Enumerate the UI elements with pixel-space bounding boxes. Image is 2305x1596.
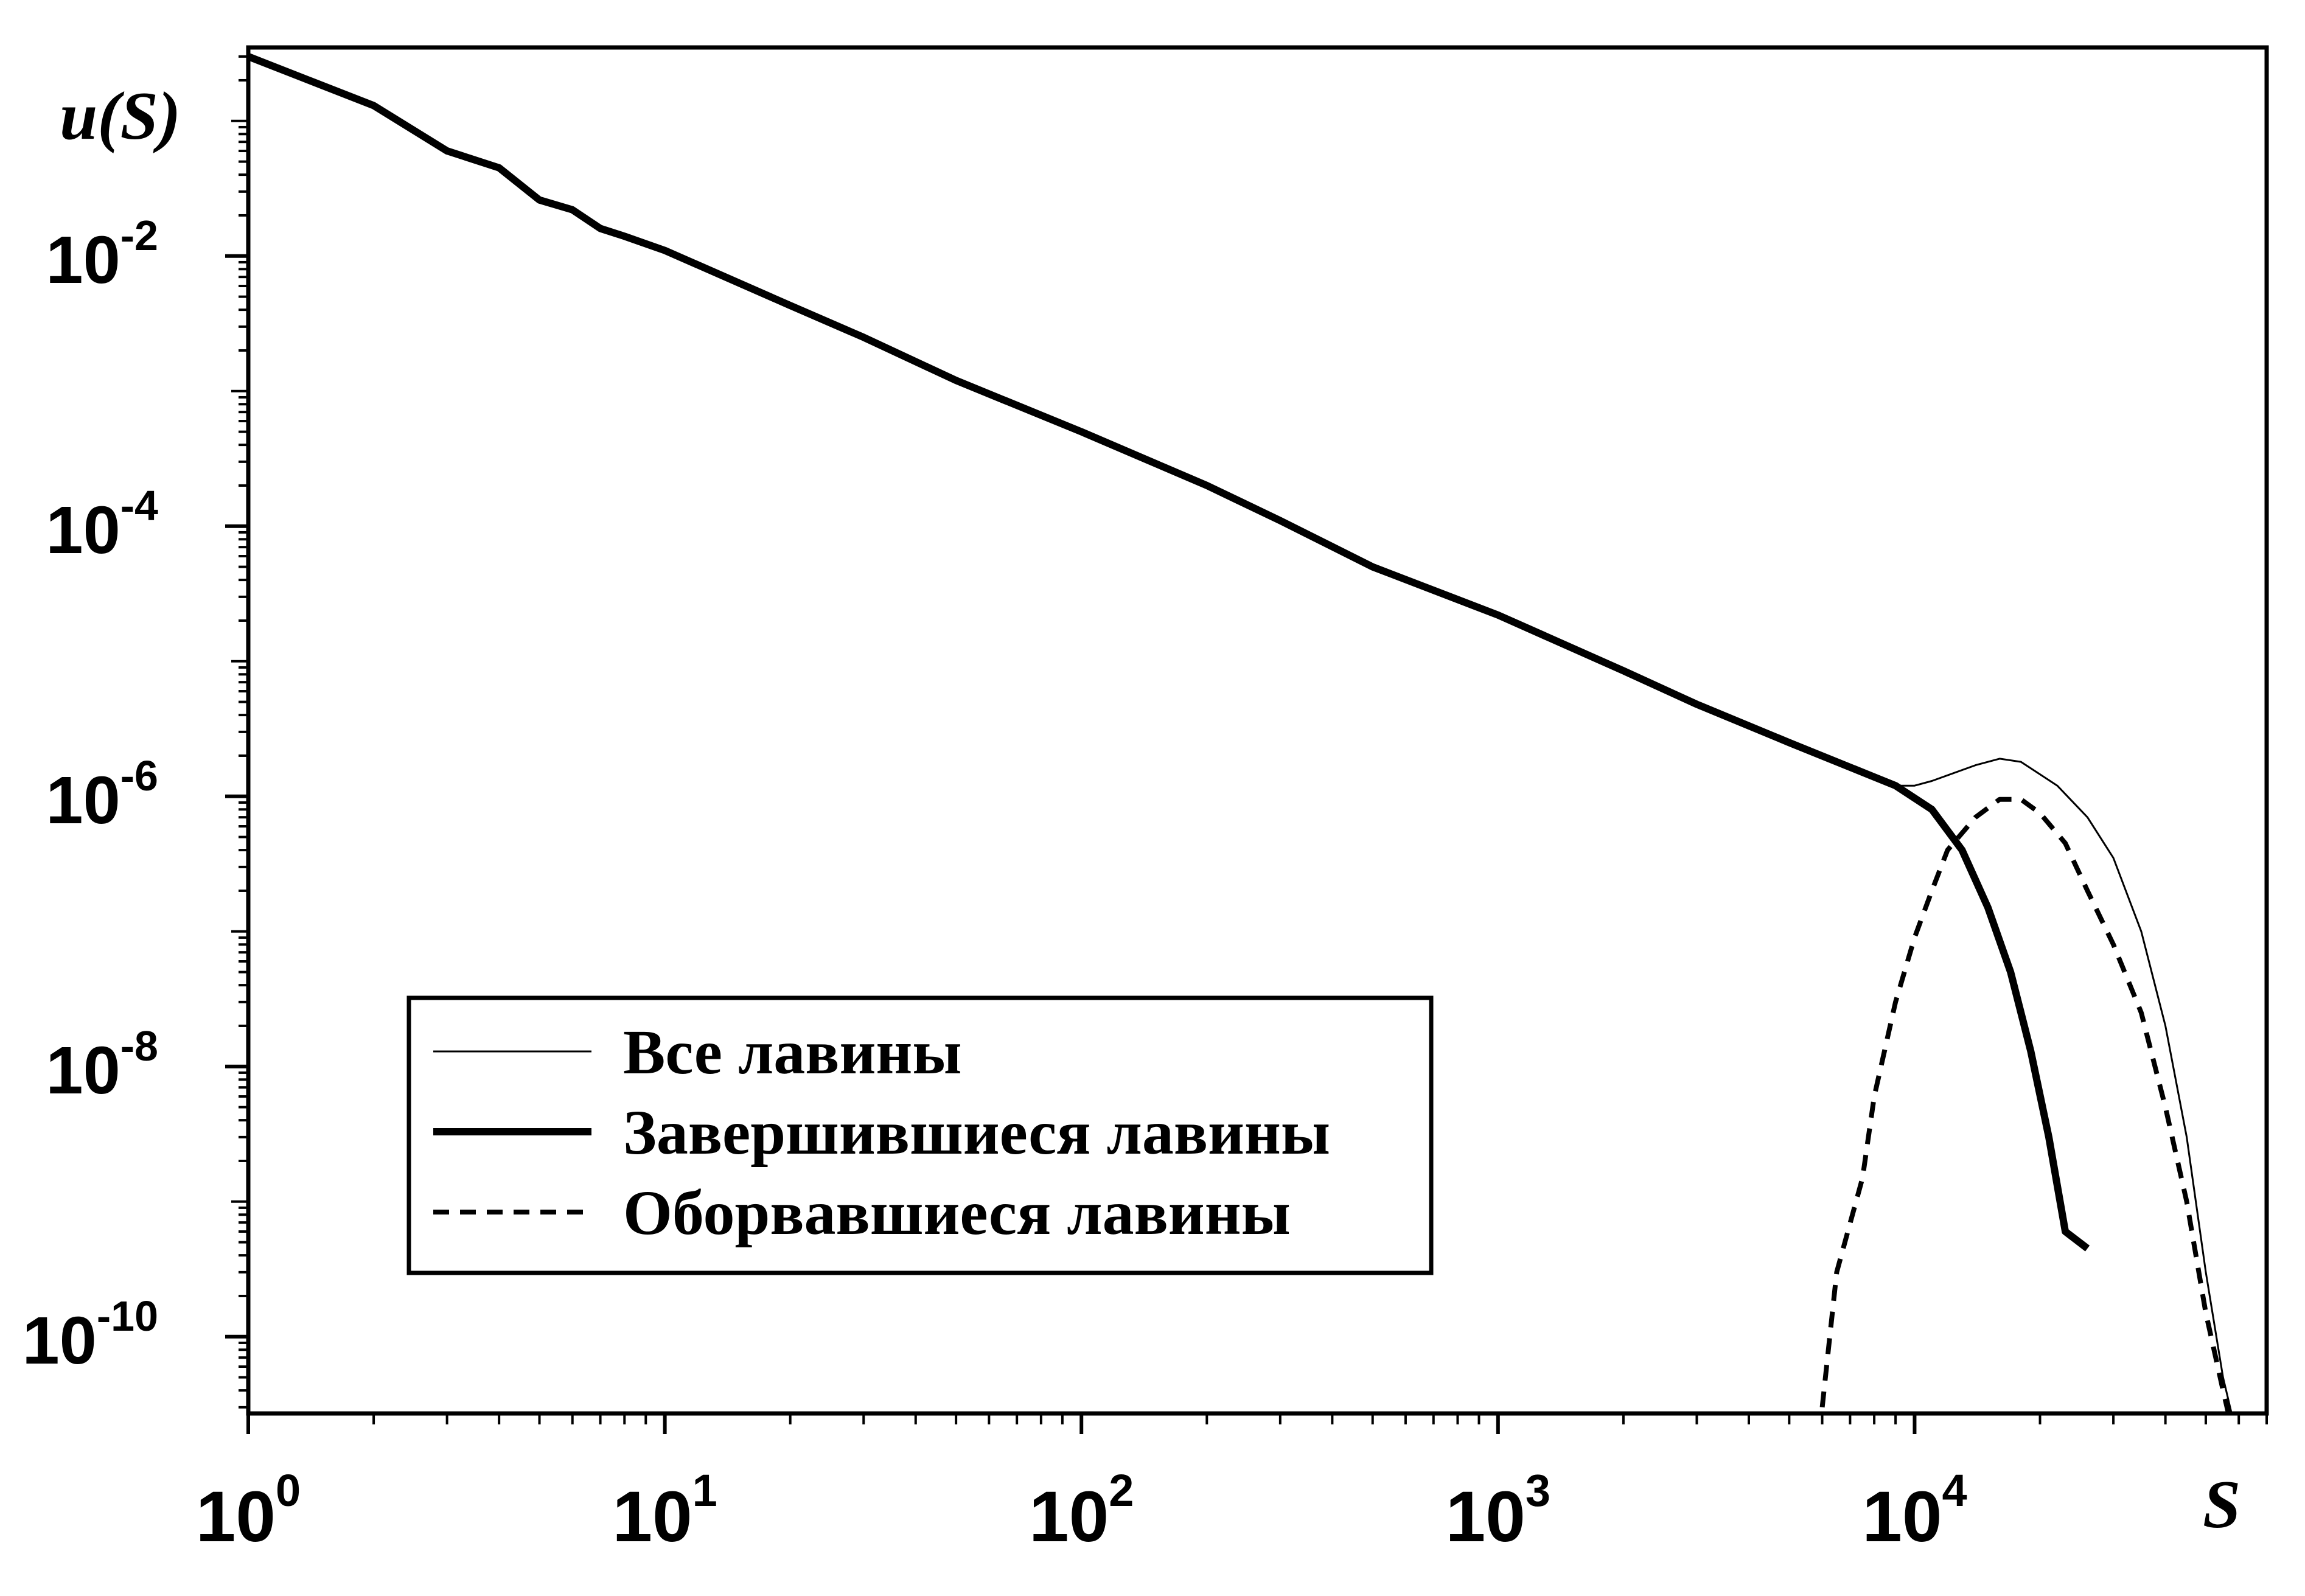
y-tick-label: 10-6 xyxy=(46,752,158,838)
x-tick-label: 103 xyxy=(1446,1465,1550,1557)
x-axis-label: S xyxy=(2203,1467,2240,1542)
legend-label-1: Завершившиеся лавины xyxy=(623,1098,1330,1168)
x-tick-label: 100 xyxy=(196,1465,301,1557)
series-line-1 xyxy=(248,53,2090,1252)
series-line-2 xyxy=(1819,796,2231,1413)
y-tick-label: 10-2 xyxy=(46,212,158,298)
legend-label-2: Оборвавшиеся лавины xyxy=(623,1178,1291,1248)
legend-label-0: Все лавины xyxy=(623,1017,962,1087)
x-tick-label: 101 xyxy=(612,1465,717,1557)
x-tick-label: 102 xyxy=(1029,1465,1134,1557)
x-tick-label: 104 xyxy=(1862,1465,1967,1557)
y-tick-label: 10-10 xyxy=(22,1292,158,1378)
y-tick-label: 10-4 xyxy=(46,482,158,568)
plot-area-frame xyxy=(246,45,2269,1416)
y-tick-label: 10-8 xyxy=(46,1022,158,1108)
y-axis-label: u(S) xyxy=(60,78,181,154)
